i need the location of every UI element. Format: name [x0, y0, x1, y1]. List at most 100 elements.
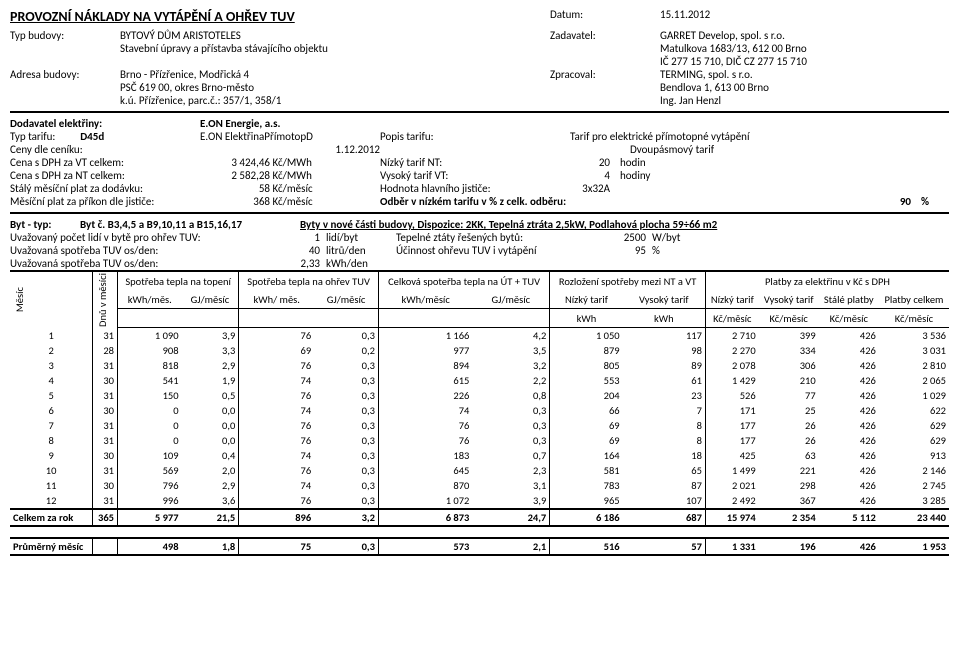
table-cell: 183 [378, 448, 472, 463]
table-cell: 30 [93, 373, 118, 388]
staly-u: Kč/měsíc [273, 182, 313, 195]
table-row: 3318182,9760,38943,2805892 0783064262 81… [10, 358, 949, 373]
staly-label: Stálý měsíční plat za dodávku: [10, 182, 200, 195]
jistic: 3x32A [570, 182, 610, 195]
table-cell: 69 [550, 418, 623, 433]
table-cell: 66 [550, 403, 623, 418]
table-cell: 69 [239, 343, 314, 358]
table-cell: 1 090 [117, 328, 181, 344]
table-cell: 645 [378, 463, 472, 478]
table-cell: 426 [819, 463, 879, 478]
table-cell: 2 492 [705, 493, 758, 509]
table-cell: 0,4 [182, 448, 239, 463]
uvaz-1-unit: lidí/byt [326, 231, 396, 244]
odber: 90 [900, 195, 911, 208]
table-cell: 74 [239, 403, 314, 418]
table-cell: 31 [93, 433, 118, 448]
sum-6: 24,7 [472, 509, 549, 526]
table-cell: 581 [550, 463, 623, 478]
table-cell: 25 [759, 403, 819, 418]
table-cell: 4,2 [472, 328, 549, 344]
vysoky-vt-label: Vysoký tarif VT: [380, 169, 570, 182]
table-cell: 2 078 [705, 358, 758, 373]
table-row: 2289083,3690,29773,5879982 2703344263 03… [10, 343, 949, 358]
table-cell: 150 [117, 388, 181, 403]
table-cell: 0,3 [314, 478, 378, 493]
table-cell: 26 [759, 433, 819, 448]
nizky-nt-label: Nízký tarif NT: [380, 156, 570, 169]
table-cell: 76 [239, 388, 314, 403]
col-platby: Platby za elektřinu v Kč s DPH [705, 271, 949, 290]
table-row: 1311 0903,9760,31 1664,21 0501172 710399… [10, 328, 949, 344]
col-celk: Celková spoteřba tepla na ÚT + TUV [378, 271, 549, 290]
table-cell: 7 [623, 403, 706, 418]
sub-kcmes2: Kč/měsíc [759, 309, 819, 328]
table-cell: 30 [93, 448, 118, 463]
sum-label: Celkem za rok [10, 509, 93, 526]
table-cell: 204 [550, 388, 623, 403]
vysoky-vt-u: hodiny [620, 169, 650, 182]
sum-5: 6 873 [378, 509, 472, 526]
table-cell: 76 [239, 418, 314, 433]
col-tuv: Spotřeba tepla na ohřev TUV [239, 271, 379, 290]
cena-nt-u: Kč/MWh [273, 169, 312, 182]
table-cell: 426 [819, 373, 879, 388]
sum-row: Celkem za rok 365 5 977 21,5 896 3,2 6 8… [10, 509, 949, 526]
sub-nt: Nízký tarif [550, 290, 623, 309]
table-cell: 3,9 [472, 493, 549, 509]
table-cell: 2 270 [705, 343, 758, 358]
mes-u: Kč/měsíc [273, 195, 313, 208]
popis-label: Popis tarifu: [380, 130, 570, 143]
staly: 58 [200, 182, 270, 195]
table-cell: 10 [10, 463, 93, 478]
table-cell: 28 [93, 343, 118, 358]
table-cell: 0,7 [472, 448, 549, 463]
table-cell: 3,2 [472, 358, 549, 373]
vysoky-vt: 4 [570, 169, 610, 182]
table-cell: 2 [10, 343, 93, 358]
cena-vt-label: Cena s DPH za VT celkem: [10, 156, 200, 169]
table-cell: 107 [623, 493, 706, 509]
table-cell: 1 499 [705, 463, 758, 478]
uvaz-2b-val: 95 [586, 244, 652, 257]
table-cell: 894 [378, 358, 472, 373]
table-cell: 74 [239, 478, 314, 493]
table-cell: 0,3 [314, 433, 378, 448]
table-cell: 0,3 [314, 463, 378, 478]
table-cell: 210 [759, 373, 819, 388]
sub-kcmes1: Kč/měsíc [705, 309, 758, 328]
mes-label: Měsíční plat za příkon dle jističe: [10, 195, 200, 208]
table-cell: 117 [623, 328, 706, 344]
uvaz-2b-unit: % [652, 244, 712, 257]
table-cell: 783 [550, 478, 623, 493]
table-row: 5311500,5760,32260,820423526774261 029 [10, 388, 949, 403]
table-cell: 76 [378, 433, 472, 448]
table-cell: 426 [819, 448, 879, 463]
table-cell: 3 285 [879, 493, 949, 509]
zprac-3: Ing. Jan Henzl [660, 94, 949, 107]
table-cell: 2 146 [879, 463, 949, 478]
table-cell: 879 [550, 343, 623, 358]
avg-4: 0,3 [314, 538, 378, 555]
uvaz-2b-label: Účinnost ohřevu TUV i vytápění [396, 244, 586, 257]
table-cell: 0 [117, 433, 181, 448]
table-cell: 908 [117, 343, 181, 358]
table-cell: 2,9 [182, 478, 239, 493]
uvaz-1-val: 1 [270, 231, 326, 244]
adresa-1: Brno - Přízřenice, Modřická 4 [120, 68, 550, 81]
table-cell: 76 [239, 493, 314, 509]
table-row: 83100,0760,3760,369817726426629 [10, 433, 949, 448]
zadavatel: GARRET Develop, spol. s r.o. [660, 29, 949, 42]
table-cell: 977 [378, 343, 472, 358]
table-cell: 177 [705, 418, 758, 433]
table-cell: 31 [93, 493, 118, 509]
byt-label: Byt - typ: [10, 218, 80, 231]
dodavatel: E.ON Energie, a.s. [200, 117, 380, 130]
typ-budovy-label: Typ budovy: [10, 29, 120, 42]
sub-gjmes3: GJ/měsíc [472, 290, 549, 309]
table-cell: 622 [879, 403, 949, 418]
page: PROVOZNÍ NÁKLADY NA VYTÁPĚNÍ A OHŘEV TUV… [0, 0, 959, 564]
table-cell: 818 [117, 358, 181, 373]
table-cell: 0,3 [472, 433, 549, 448]
table-cell: 0,3 [314, 418, 378, 433]
